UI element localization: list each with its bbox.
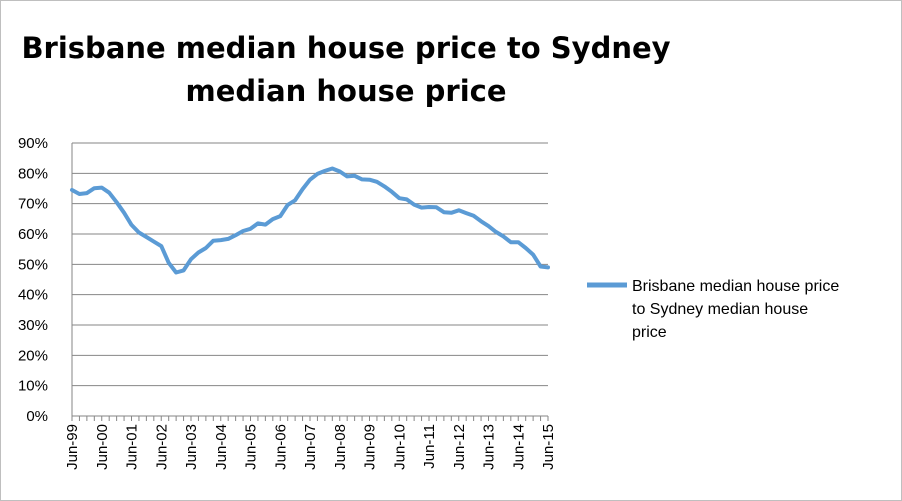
chart-title-line-1: Brisbane median house price to Sydney [21,31,671,65]
x-tick-label: Jun-05 [243,424,260,470]
x-tick-label: Jun-11 [421,424,438,469]
legend-label: Brisbane median house price [632,278,839,295]
x-tick-label: Jun-01 [124,424,141,470]
x-tick-label: Jun-06 [272,424,289,470]
y-tick-label: 90% [18,135,48,152]
chart-title-line-2: median house price [185,74,507,108]
legend-label: to Sydney median house [632,301,808,318]
x-tick-label: Jun-99 [64,424,81,470]
y-tick-label: 0% [26,408,48,425]
x-tick-label: Jun-07 [302,424,319,470]
x-tick-label: Jun-02 [153,424,170,470]
y-tick-label: 30% [18,317,48,334]
y-tick-label: 50% [18,256,48,273]
x-tick-label: Jun-04 [213,424,230,470]
y-tick-label: 60% [18,226,48,243]
x-tick-label: Jun-15 [540,424,557,470]
y-tick-label: 70% [18,196,48,213]
y-tick-label: 20% [18,347,48,364]
x-tick-label: Jun-08 [332,424,349,470]
x-tick-label: Jun-03 [183,424,200,470]
chart-title: Brisbane median house price to Sydney me… [1,27,691,113]
series-line [70,166,550,275]
y-tick-label: 10% [18,378,48,395]
x-tick-label: Jun-13 [481,424,498,470]
y-tick-label: 80% [18,165,48,182]
x-tick-label: Jun-09 [362,424,379,470]
x-tick-label: Jun-10 [391,424,408,470]
x-tick-label: Jun-14 [510,424,527,470]
legend-label: price [632,324,667,341]
y-tick-label: 40% [18,287,48,304]
x-tick-label: Jun-12 [451,424,468,470]
x-tick-label: Jun-00 [94,424,111,470]
